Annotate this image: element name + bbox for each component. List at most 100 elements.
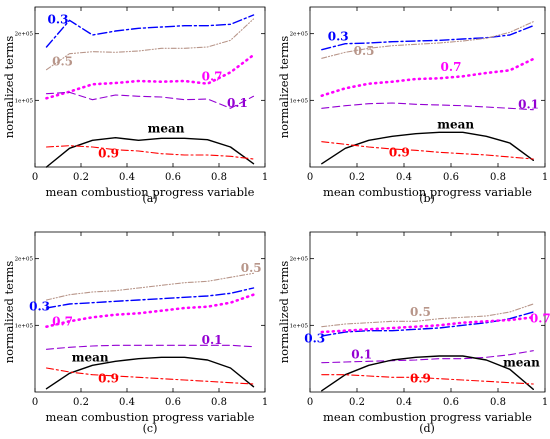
- x-tick-label: 0.2: [349, 172, 365, 183]
- series-label-0-1: 0.1: [351, 348, 372, 362]
- series-line-0-9: [45, 145, 255, 160]
- series-line-0-9: [45, 367, 255, 385]
- x-tick-label: 0: [32, 397, 38, 408]
- chart-panel: 0 0.2 0.4 0.6 0.8 1 1e+05 2e+05 mean combustion …: [277, 6, 548, 205]
- x-tick-label: 0.6: [443, 397, 459, 408]
- series-line-0-1: [45, 344, 255, 350]
- series-line-mean: [45, 356, 255, 390]
- x-tick-label: 0.6: [165, 397, 181, 408]
- series-line-0-7: [45, 53, 255, 100]
- x-tick-label: 0.4: [119, 172, 135, 183]
- x-axis-label: mean combustion progress variable: [323, 410, 532, 424]
- series-label-0-5: 0.5: [354, 44, 375, 58]
- series-line-0-5: [45, 18, 255, 71]
- series-label-0-9: 0.9: [410, 372, 431, 386]
- x-tick-label: 0.6: [443, 172, 459, 183]
- series-label-0-5: 0.5: [241, 261, 262, 275]
- x-tick-label: 0.6: [165, 172, 181, 183]
- series-line-0-3: [45, 287, 255, 309]
- series-label-0-3: 0.3: [29, 300, 50, 314]
- x-tick-label: 1: [542, 172, 548, 183]
- series-label-0-1: 0.1: [518, 97, 539, 111]
- x-tick-label: 0: [32, 172, 38, 183]
- panel-caption: (c): [143, 422, 158, 435]
- x-tick-label: 0: [307, 172, 313, 183]
- series-line-0-7: [320, 57, 535, 97]
- x-tick-label: 1: [542, 397, 548, 408]
- series-line-0-3: [321, 25, 534, 51]
- series-line-mean: [321, 355, 534, 392]
- series-line-0-3: [45, 14, 255, 48]
- x-tick-label: 0: [307, 397, 313, 408]
- panel-caption: (a): [142, 192, 157, 205]
- chart-panel: 0 0.2 0.4 0.6 0.8 1 1e+05 2e+05 mean combustion …: [2, 231, 268, 435]
- x-axis-label: mean combustion progress variable: [46, 185, 255, 199]
- panel-caption: (d): [419, 422, 435, 435]
- y-tick-label: 1e+05: [290, 323, 309, 329]
- series-label-0-9: 0.9: [389, 145, 410, 159]
- series-label-0-7: 0.7: [530, 312, 550, 326]
- series-line-0-5: [321, 21, 534, 59]
- x-tick-label: 0.8: [490, 172, 506, 183]
- x-tick-label: 0.4: [396, 397, 412, 408]
- series-line-0-5: [45, 272, 255, 301]
- series-line-0-1: [45, 91, 255, 109]
- x-tick-label: 1: [262, 397, 268, 408]
- series-label-mean: mean: [437, 117, 474, 131]
- chart-panel: 0 0.2 0.4 0.6 0.8 1 1e+05 2e+05 mean combustion …: [2, 6, 268, 205]
- series-label-0-3: 0.3: [48, 13, 69, 27]
- x-tick-label: 0.8: [211, 172, 227, 183]
- x-tick-label: 1: [262, 172, 268, 183]
- x-tick-label: 0.8: [490, 397, 506, 408]
- x-axis-label: mean combustion progress variable: [323, 185, 532, 199]
- series-line-0-1: [321, 102, 534, 111]
- plot-frame: [34, 6, 266, 168]
- series-label-0-9: 0.9: [98, 147, 119, 161]
- x-tick-label: 0.2: [73, 397, 89, 408]
- y-tick-label: 2e+05: [290, 257, 309, 263]
- series-line-mean: [321, 131, 534, 165]
- y-axis-label: normalized terms: [2, 36, 16, 139]
- y-tick-label: 2e+05: [290, 32, 309, 38]
- series-label-0-1: 0.1: [202, 333, 223, 347]
- series-label-0-1: 0.1: [227, 96, 248, 110]
- series-label-mean: mean: [148, 121, 185, 135]
- series-label-0-7: 0.7: [202, 69, 223, 83]
- series-line-0-5: [321, 303, 534, 328]
- series-line-mean: [45, 136, 255, 168]
- y-tick-label: 1e+05: [15, 323, 34, 329]
- chart-panel: 0 0.2 0.4 0.6 0.8 1 1e+05 2e+05 mean combustion …: [277, 231, 550, 435]
- x-tick-label: 0.4: [396, 172, 412, 183]
- x-axis-label: mean combustion progress variable: [46, 410, 255, 424]
- y-tick-label: 1e+05: [290, 98, 309, 104]
- plot-frame: [309, 231, 546, 393]
- x-tick-label: 0.2: [349, 397, 365, 408]
- series-line-0-7: [320, 315, 535, 334]
- series-label-0-3: 0.3: [328, 29, 349, 43]
- series-label-mean: mean: [72, 350, 109, 364]
- series-label-0-9: 0.9: [98, 372, 119, 386]
- series-label-0-5: 0.5: [52, 55, 73, 69]
- series-label-0-7: 0.7: [441, 60, 462, 74]
- x-tick-label: 0.4: [119, 397, 135, 408]
- series-line-0-9: [321, 141, 534, 160]
- plot-frame: [34, 231, 266, 393]
- y-axis-label: normalized terms: [277, 261, 291, 364]
- series-line-0-1: [321, 350, 534, 364]
- x-tick-label: 0.8: [211, 397, 227, 408]
- y-tick-label: 1e+05: [15, 98, 34, 104]
- y-axis-label: normalized terms: [277, 36, 291, 139]
- series-label-mean: mean: [503, 356, 540, 370]
- series-line-0-7: [45, 293, 255, 329]
- plot-frame: [309, 6, 546, 168]
- y-axis-label: normalized terms: [2, 261, 16, 364]
- panel-caption: (b): [419, 192, 435, 205]
- series-line-0-9: [321, 374, 534, 385]
- series-label-0-7: 0.7: [52, 314, 73, 328]
- y-tick-label: 2e+05: [15, 257, 34, 263]
- x-tick-label: 0.2: [73, 172, 89, 183]
- y-tick-label: 2e+05: [15, 32, 34, 38]
- series-label-0-5: 0.5: [410, 305, 431, 319]
- series-label-0-3: 0.3: [304, 332, 325, 346]
